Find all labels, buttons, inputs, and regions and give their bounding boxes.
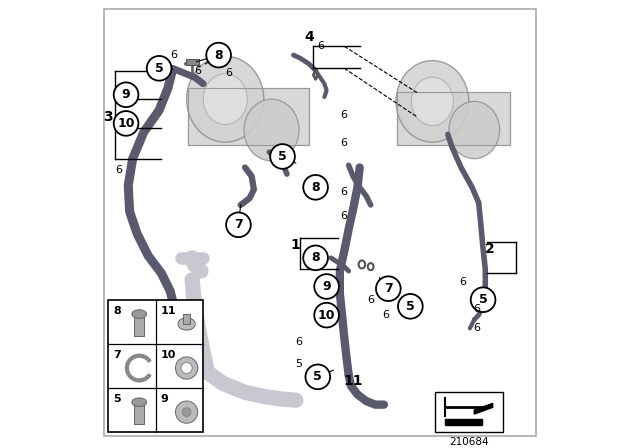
Circle shape: [114, 111, 138, 136]
Text: 5: 5: [406, 300, 415, 313]
Text: 5: 5: [113, 394, 121, 404]
Ellipse shape: [412, 77, 453, 125]
Text: 9: 9: [161, 394, 168, 404]
Circle shape: [226, 212, 251, 237]
Text: 6: 6: [317, 41, 324, 51]
Ellipse shape: [449, 101, 500, 159]
Circle shape: [471, 287, 495, 312]
Polygon shape: [445, 419, 483, 425]
Circle shape: [314, 303, 339, 327]
Text: 6: 6: [474, 323, 481, 333]
Text: 6: 6: [340, 187, 348, 197]
Text: 1: 1: [291, 237, 301, 252]
Ellipse shape: [182, 408, 191, 417]
Text: 9: 9: [323, 280, 331, 293]
Ellipse shape: [187, 56, 264, 142]
Bar: [186, 59, 199, 65]
Text: 10: 10: [117, 117, 135, 130]
Text: 10: 10: [318, 309, 335, 322]
Text: 7: 7: [113, 350, 121, 360]
Ellipse shape: [203, 74, 247, 125]
Ellipse shape: [178, 318, 195, 330]
Text: 5: 5: [314, 370, 322, 383]
Text: 5: 5: [479, 293, 488, 306]
Text: 8: 8: [311, 181, 320, 194]
Circle shape: [147, 56, 172, 81]
Text: 6: 6: [295, 336, 302, 347]
Ellipse shape: [244, 99, 299, 161]
Text: 5: 5: [278, 150, 287, 163]
Bar: [108, 300, 203, 432]
Text: 6: 6: [115, 165, 122, 175]
Text: 6: 6: [340, 211, 348, 221]
Polygon shape: [474, 403, 493, 414]
Text: 6: 6: [195, 66, 202, 77]
Text: 11: 11: [343, 374, 363, 388]
Ellipse shape: [132, 310, 147, 319]
Polygon shape: [397, 92, 509, 146]
Text: 8: 8: [113, 306, 121, 316]
Text: 4: 4: [305, 30, 314, 44]
Text: 8: 8: [214, 48, 223, 61]
Text: 5: 5: [295, 359, 302, 369]
Polygon shape: [188, 88, 309, 146]
Circle shape: [114, 82, 138, 107]
Ellipse shape: [396, 60, 468, 142]
Bar: [134, 402, 144, 424]
Text: 2: 2: [485, 242, 495, 256]
Text: 3: 3: [103, 110, 113, 124]
Bar: [183, 314, 190, 324]
Text: 9: 9: [122, 88, 131, 101]
Circle shape: [303, 246, 328, 270]
Bar: [134, 314, 144, 336]
Circle shape: [270, 144, 295, 169]
Text: 6: 6: [460, 277, 467, 287]
Text: 7: 7: [234, 218, 243, 231]
Text: 11: 11: [161, 306, 176, 316]
Text: 8: 8: [311, 251, 320, 264]
Bar: [435, 392, 503, 432]
Text: 6: 6: [225, 68, 232, 78]
Ellipse shape: [175, 401, 198, 423]
Text: 210684: 210684: [449, 437, 488, 447]
Text: 6: 6: [340, 138, 348, 148]
Text: 6: 6: [340, 110, 348, 120]
Text: 6: 6: [367, 295, 374, 305]
Text: 6: 6: [170, 50, 177, 60]
Text: 5: 5: [155, 62, 163, 75]
Circle shape: [398, 294, 422, 319]
Ellipse shape: [132, 398, 147, 406]
Circle shape: [314, 274, 339, 299]
Text: 10: 10: [161, 350, 176, 360]
Text: 7: 7: [384, 282, 393, 295]
Circle shape: [305, 365, 330, 389]
Ellipse shape: [175, 357, 198, 379]
Text: 6: 6: [474, 304, 481, 314]
Text: 6: 6: [383, 310, 390, 320]
Circle shape: [303, 175, 328, 200]
Ellipse shape: [181, 362, 192, 374]
Circle shape: [206, 43, 231, 68]
Circle shape: [376, 276, 401, 301]
